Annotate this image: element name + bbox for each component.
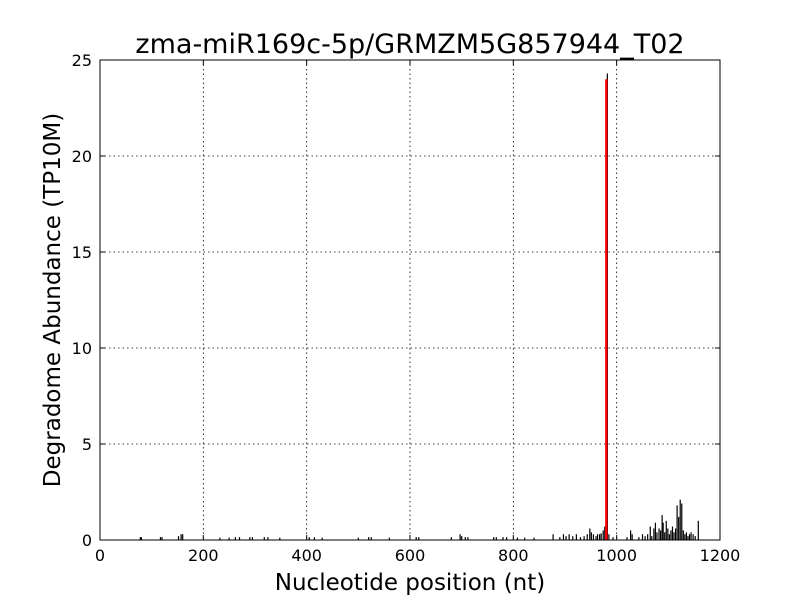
grid-lines [100, 60, 720, 540]
x-tick-label: 1000 [596, 546, 637, 565]
bars-group [139, 73, 699, 540]
axis-ticks: 0 200 400 600 800 1000 1200 0 5 10 15 20 25 [72, 51, 741, 565]
y-tick-label: 25 [72, 51, 92, 70]
y-axis-label: Degradome Abundance (TP10M) [40, 113, 66, 487]
y-tick-label: 10 [72, 339, 92, 358]
x-tick-label: 200 [188, 546, 219, 565]
x-tick-label: 600 [395, 546, 426, 565]
x-tick-label: 0 [95, 546, 105, 565]
y-tick-label: 0 [82, 531, 92, 550]
x-tick-label: 400 [291, 546, 322, 565]
x-axis-label: Nucleotide position (nt) [275, 570, 545, 596]
chart-title: zma-miR169c-5p/GRMZM5G857944_T02 [135, 29, 684, 60]
x-tick-label: 1200 [700, 546, 741, 565]
y-tick-label: 20 [72, 147, 92, 166]
y-tick-label: 15 [72, 243, 92, 262]
y-tick-label: 5 [82, 435, 92, 454]
x-tick-label: 800 [498, 546, 529, 565]
